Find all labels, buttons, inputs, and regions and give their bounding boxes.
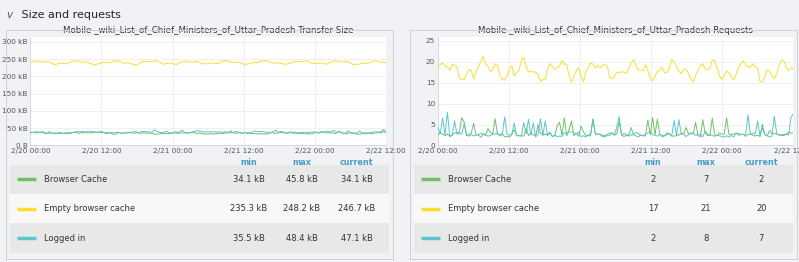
Text: 21: 21 bbox=[701, 204, 711, 213]
Text: min: min bbox=[240, 158, 257, 167]
Text: Browser Cache: Browser Cache bbox=[44, 175, 107, 184]
Text: 20: 20 bbox=[756, 204, 766, 213]
Text: Empty browser cache: Empty browser cache bbox=[44, 204, 135, 213]
Text: 246.7 kB: 246.7 kB bbox=[338, 204, 376, 213]
Text: min: min bbox=[645, 158, 662, 167]
Bar bbox=[10, 194, 389, 223]
Bar bbox=[414, 223, 793, 253]
Text: Empty browser cache: Empty browser cache bbox=[448, 204, 539, 213]
Title: Mobile _wiki_List_of_Chief_Ministers_of_Uttar_Pradesh Transfer Size: Mobile _wiki_List_of_Chief_Ministers_of_… bbox=[63, 25, 353, 35]
Text: 34.1 kB: 34.1 kB bbox=[341, 175, 373, 184]
Title: Mobile _wiki_List_of_Chief_Ministers_of_Uttar_Pradesh Requests: Mobile _wiki_List_of_Chief_Ministers_of_… bbox=[478, 25, 753, 35]
Text: Logged in: Logged in bbox=[44, 234, 85, 243]
Text: 2: 2 bbox=[650, 175, 656, 184]
Text: 7: 7 bbox=[758, 234, 764, 243]
Text: max: max bbox=[697, 158, 716, 167]
Bar bbox=[10, 165, 389, 194]
Text: 248.2 kB: 248.2 kB bbox=[284, 204, 320, 213]
Text: 235.3 kB: 235.3 kB bbox=[230, 204, 268, 213]
Text: 48.4 kB: 48.4 kB bbox=[286, 234, 318, 243]
Text: Size and requests: Size and requests bbox=[18, 10, 121, 20]
Bar bbox=[414, 165, 793, 194]
Text: 2: 2 bbox=[650, 234, 656, 243]
Bar bbox=[10, 223, 389, 253]
Text: v: v bbox=[6, 10, 13, 20]
Text: 45.8 kB: 45.8 kB bbox=[286, 175, 318, 184]
Text: 2: 2 bbox=[758, 175, 764, 184]
Text: 47.1 kB: 47.1 kB bbox=[341, 234, 373, 243]
Text: 7: 7 bbox=[703, 175, 709, 184]
Text: 35.5 kB: 35.5 kB bbox=[233, 234, 264, 243]
Bar bbox=[414, 194, 793, 223]
Text: Browser Cache: Browser Cache bbox=[448, 175, 511, 184]
Text: 8: 8 bbox=[703, 234, 709, 243]
Text: current: current bbox=[340, 158, 374, 167]
Text: 17: 17 bbox=[648, 204, 658, 213]
Text: max: max bbox=[292, 158, 312, 167]
Text: 34.1 kB: 34.1 kB bbox=[233, 175, 264, 184]
Text: current: current bbox=[745, 158, 778, 167]
Text: Logged in: Logged in bbox=[448, 234, 490, 243]
